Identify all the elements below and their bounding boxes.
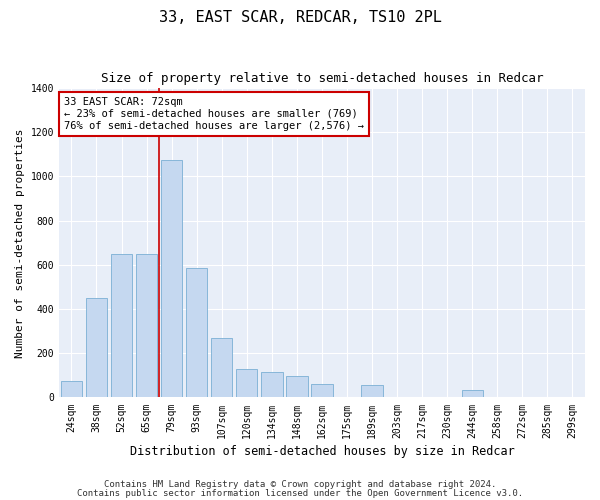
Text: Contains public sector information licensed under the Open Government Licence v3: Contains public sector information licen… bbox=[77, 490, 523, 498]
Bar bbox=[286, 376, 308, 398]
Bar bbox=[261, 372, 283, 398]
Y-axis label: Number of semi-detached properties: Number of semi-detached properties bbox=[15, 128, 25, 358]
Bar bbox=[161, 160, 182, 398]
Bar bbox=[211, 338, 232, 398]
Bar bbox=[86, 298, 107, 398]
Bar bbox=[111, 254, 132, 398]
Bar bbox=[361, 386, 383, 398]
Bar bbox=[311, 384, 332, 398]
Bar bbox=[136, 254, 157, 398]
Bar bbox=[236, 368, 257, 398]
Title: Size of property relative to semi-detached houses in Redcar: Size of property relative to semi-detach… bbox=[101, 72, 543, 86]
Bar bbox=[461, 390, 483, 398]
Bar bbox=[61, 381, 82, 398]
Text: 33 EAST SCAR: 72sqm
← 23% of semi-detached houses are smaller (769)
76% of semi-: 33 EAST SCAR: 72sqm ← 23% of semi-detach… bbox=[64, 98, 364, 130]
X-axis label: Distribution of semi-detached houses by size in Redcar: Distribution of semi-detached houses by … bbox=[130, 444, 514, 458]
Text: Contains HM Land Registry data © Crown copyright and database right 2024.: Contains HM Land Registry data © Crown c… bbox=[104, 480, 496, 489]
Text: 33, EAST SCAR, REDCAR, TS10 2PL: 33, EAST SCAR, REDCAR, TS10 2PL bbox=[158, 10, 442, 25]
Bar bbox=[186, 268, 208, 398]
